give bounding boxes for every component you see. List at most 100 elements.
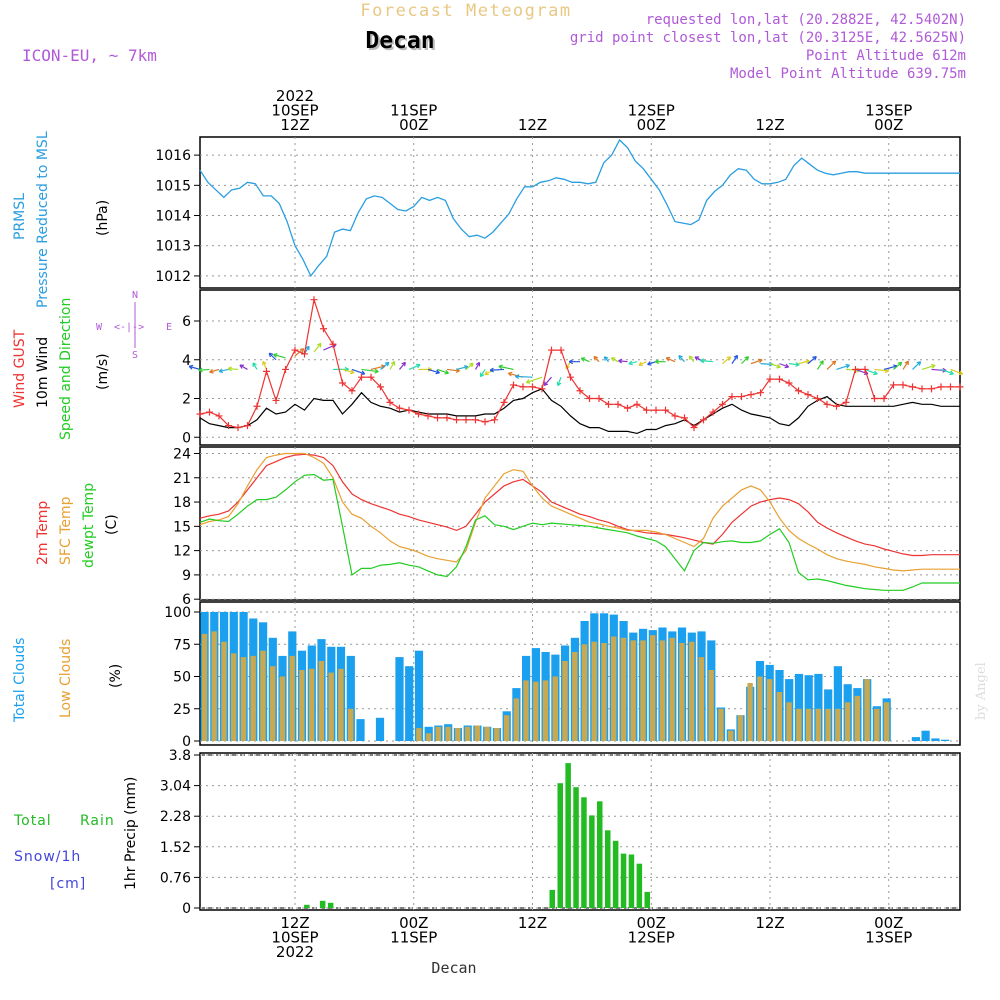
gust-marker — [576, 387, 584, 395]
low-cloud-bar — [874, 708, 880, 742]
wind-arrow-head — [776, 363, 781, 369]
gust-marker — [339, 379, 346, 387]
low-cloud-bar — [445, 726, 451, 741]
low-cloud-bar — [679, 643, 685, 741]
low-cloud-bar — [484, 726, 490, 741]
total-cloud-bar — [931, 738, 940, 741]
low-cloud-bar — [231, 653, 237, 741]
wind-arrow-head — [812, 355, 817, 361]
wind-chart — [188, 296, 964, 435]
low-cloud-bar — [299, 670, 305, 741]
wind-arrow-head — [227, 366, 233, 372]
wind-arrow — [380, 361, 390, 370]
wind-arrow — [515, 375, 533, 378]
time-label: 00Z — [874, 116, 903, 134]
low-cloud-bar — [689, 641, 695, 741]
gust-marker — [861, 365, 869, 373]
wind-arrow — [731, 355, 738, 364]
wind-arrow — [618, 360, 628, 363]
gust-marker — [738, 393, 745, 401]
gust-marker — [852, 365, 859, 373]
wind-arrow-head — [610, 357, 616, 362]
low-cloud-bar — [250, 655, 256, 741]
wind-arrow — [816, 360, 824, 370]
wind-arrow-head — [350, 369, 355, 375]
gust-marker — [424, 412, 432, 420]
gust-marker — [310, 296, 318, 304]
low-cloud-bar — [533, 681, 539, 741]
rain-bar — [581, 797, 587, 908]
wind-arrow-head — [700, 358, 705, 364]
compass-w: W — [96, 322, 103, 333]
gust-marker — [225, 422, 232, 430]
low-cloud-bar — [591, 641, 597, 741]
rain-bar — [628, 854, 635, 908]
temp2m-series-line — [199, 453, 960, 557]
gust-marker — [405, 406, 413, 414]
wind-ytick-label: 2 — [182, 392, 191, 408]
low-cloud-bar — [270, 666, 276, 741]
gust-marker — [956, 383, 964, 391]
gust-marker — [301, 350, 308, 358]
rain-bar — [612, 840, 619, 908]
wind-arrow — [456, 365, 469, 371]
gust-marker — [329, 340, 337, 348]
gust-marker — [253, 402, 261, 410]
wind-arrow-head — [543, 381, 549, 387]
low-cloud-bar — [630, 640, 636, 741]
gust-marker — [804, 391, 812, 399]
cloud-chart — [200, 612, 950, 742]
low-cloud-bar — [805, 708, 812, 742]
wind-arrow-head — [252, 362, 257, 367]
wind-arrow — [893, 361, 903, 370]
cloud-ytick-label: 50 — [173, 670, 191, 686]
gust-marker — [633, 400, 641, 408]
gust-marker — [795, 387, 802, 395]
time-label: 10SEP — [271, 929, 318, 947]
wind-arrow-head — [758, 358, 763, 364]
low-cloud-bar — [552, 676, 558, 741]
total-clouds-label: Total Clouds — [12, 638, 28, 723]
temp-ytick-label: 9 — [182, 568, 191, 584]
wind-arrow-head — [916, 361, 922, 366]
cloud-labels: Total Clouds Low Clouds (%) — [12, 638, 124, 723]
total-cloud-bar — [395, 657, 404, 741]
gust-marker — [947, 383, 954, 391]
wind-arrow-head — [665, 356, 671, 362]
time-label: 12SEP — [628, 929, 675, 947]
time-label: 2022 — [276, 943, 314, 961]
cloud-ytick-label: 25 — [173, 702, 191, 718]
wind-arrow — [950, 368, 963, 375]
low-cloud-bar — [348, 708, 354, 742]
low-cloud-bar — [786, 702, 792, 741]
bottom-location: Decan — [431, 959, 476, 977]
wind-arrow — [198, 368, 210, 371]
low-cloud-bar — [328, 672, 334, 741]
total-cloud-bar — [921, 730, 930, 741]
wind-arrow — [474, 362, 481, 370]
low-cloud-bar — [221, 641, 227, 741]
wind-arrow — [543, 376, 552, 386]
gust-markers — [196, 296, 964, 432]
gust-label: Wind GUST — [12, 329, 28, 408]
wind-arrow — [228, 368, 239, 371]
wind-arrow-head — [262, 360, 267, 366]
pressure-msl-label: Pressure Reduced to MSL — [35, 131, 51, 308]
wind-arrow-head — [507, 371, 513, 377]
gust-marker — [899, 381, 907, 389]
gust-marker — [700, 416, 707, 424]
low-cloud-bar — [523, 680, 529, 741]
gust-marker — [662, 406, 669, 414]
pressure-chart — [199, 138, 960, 278]
wind-arrow — [700, 359, 714, 363]
wind-arrow — [323, 343, 337, 351]
wind-arrow-head — [401, 361, 406, 367]
gust-marker — [206, 408, 213, 416]
wind-arrow — [498, 365, 514, 371]
rain-bar — [597, 801, 603, 908]
wind-arrow — [361, 368, 379, 373]
wind-frame — [199, 289, 961, 446]
temp-ytick-label: 6 — [182, 592, 191, 608]
wind-arrow-head — [198, 367, 203, 373]
